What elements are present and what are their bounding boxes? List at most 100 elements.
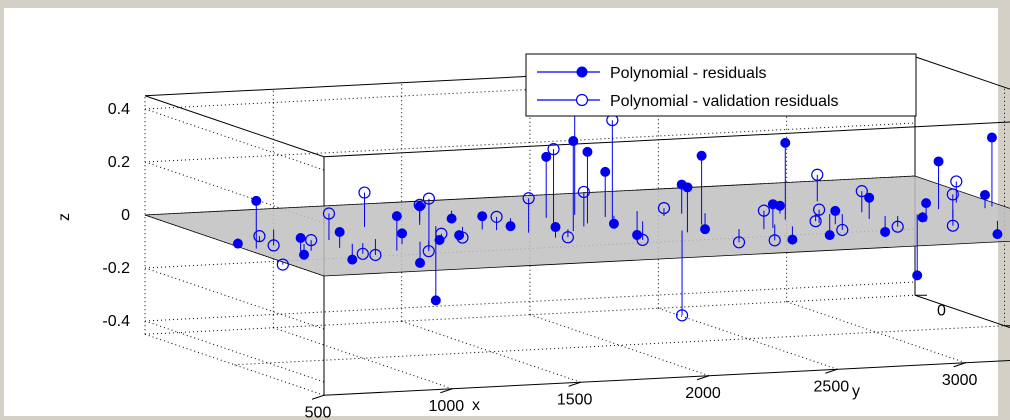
validation-residual-point [358,186,371,199]
legend: Polynomial - residuals Polynomial - vali… [525,53,917,117]
series-validation-residuals [253,114,963,322]
legend-marker-validation [575,93,589,107]
validation-residual-point [561,231,575,244]
zero-residual-plane [144,175,1010,277]
x-axis-label: x [472,397,480,414]
axes-box-edge [914,56,1010,90]
x-tick-mark [311,394,325,400]
validation-residual-point [267,239,280,252]
gridline-back-z [144,228,916,269]
validation-residual-point [768,234,781,247]
residual-point [921,198,932,209]
residual-point [391,211,402,222]
x-tick-label: 1000 [429,398,465,415]
z-tick-label: 0.4 [108,101,130,118]
residual-point [550,222,561,233]
x-tick-label: 1500 [557,391,593,408]
validation-residual-point [490,210,503,223]
residual-point [295,233,306,244]
validation-residual-point [422,245,435,258]
axes-box-edge [144,95,325,158]
residual-point [676,179,687,190]
legend-marker-residuals [576,66,588,78]
gridline-back-z [144,69,916,110]
validation-residual-point [456,231,469,244]
legend-label-residuals: Polynomial - residuals [610,65,767,82]
x-tick-mark [953,362,966,368]
legend-label-validation-residuals: Polynomial - validation residuals [610,93,839,110]
x-tick-label: 2500 [814,378,850,395]
validation-residual-point [732,236,746,249]
residual-point [986,132,997,143]
validation-residual-point [636,233,649,246]
validation-residual-point [547,143,560,156]
validation-residual-point [577,185,590,199]
validation-residual-point [322,207,336,220]
residual-point [979,189,990,200]
validation-residual-point [950,175,963,188]
residual-point [774,200,785,211]
validation-residual-point [305,234,318,247]
x-tick-mark [825,368,838,374]
z-axis-label: z [56,213,73,221]
z-tick-label: -0.4 [102,313,130,330]
validation-residual-point [891,220,904,233]
gridline-floor-y [234,325,1005,366]
residual-plane-layer [144,175,1010,277]
validation-residual-point [356,247,369,260]
validation-residual-point [276,258,289,271]
residual-point [541,151,552,162]
x-tick-mark [568,381,581,387]
residual-point [830,205,841,216]
residual-point [415,257,426,268]
axes-box-edge [323,121,1010,158]
x-tick-label: 2000 [685,385,721,402]
residual-point [334,226,345,237]
residual-point [917,212,928,223]
residual-point [347,254,358,265]
residual-point [912,270,923,281]
validation-residual-point [836,223,849,237]
validation-residual-point [522,192,535,205]
residual-point [397,228,408,239]
residual-point [430,295,441,306]
validation-residual-point [855,185,868,198]
x-tick-mark [440,388,453,394]
validation-residual-point [946,188,959,201]
series-residuals [232,88,1003,306]
gridline-floor-y [144,294,916,335]
residual-point [787,234,798,245]
validation-residual-point [413,198,426,211]
residual-point [251,195,262,206]
residual-point [880,226,891,237]
residual-point [608,218,619,229]
validation-residual-point [675,309,689,322]
z-tick-label: -0.2 [102,260,130,277]
residual-point [992,229,1003,240]
validation-residual-point [369,248,382,262]
z-tick-label: 0.2 [108,154,130,171]
residual-point [864,192,875,203]
x-tick-label: 500 [305,404,332,420]
validation-residual-point [253,230,266,243]
residual-point [568,136,579,147]
residual-point [780,137,791,148]
residual-point [505,221,516,232]
tick-labels-layer: -0.4-0.200.20.45001000150020002500300000… [102,101,1010,420]
residual-point [600,166,611,177]
stems-layer [232,88,1003,322]
residual-point [446,213,457,224]
residual-point [299,249,310,260]
residual-point [582,146,593,157]
residual-point [477,211,488,222]
validation-residual-point [657,201,671,215]
residual-point [232,238,243,249]
residual-point [696,150,707,161]
validation-residual-point [757,204,771,217]
y-tick-label: 0 [937,302,946,319]
validation-residual-point [809,215,822,228]
validation-residual-point [946,219,960,232]
validation-residual-point [422,192,436,205]
residual-point [700,224,711,235]
